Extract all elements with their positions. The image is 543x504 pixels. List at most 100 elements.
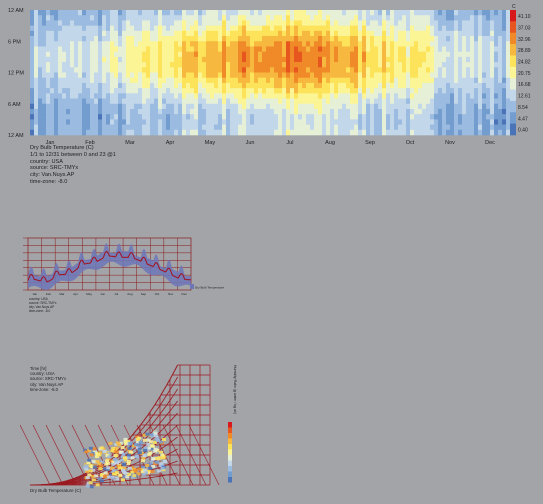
heatmap-cell [430, 46, 435, 52]
heatmap-cell [102, 93, 107, 99]
heatmap-cell [454, 67, 459, 73]
heatmap-cell [258, 10, 263, 16]
heatmap-cell [338, 129, 343, 136]
heatmap-cell [394, 72, 399, 79]
heatmap-cell [174, 41, 179, 47]
heatmap-cell [142, 30, 147, 37]
heatmap-cell [98, 20, 103, 26]
heatmap-cell [238, 62, 243, 68]
heatmap-cell [442, 72, 447, 79]
heatmap-cell [62, 114, 67, 120]
heatmap-cell [502, 20, 507, 26]
heatmap-cell [498, 67, 503, 73]
heatmap-cell [90, 119, 95, 125]
heatmap-cell [482, 20, 487, 26]
heatmap-cell [150, 88, 155, 94]
heatmap-cell [314, 62, 319, 68]
heatmap-cell [174, 77, 179, 84]
heatmap-cell [466, 67, 471, 73]
heatmap-cell [174, 46, 179, 52]
heatmap-cell [490, 72, 495, 79]
heatmap-cell [190, 10, 195, 16]
heatmap-cell [434, 114, 439, 120]
heatmap-cell [166, 20, 171, 26]
heatmap-cell [362, 93, 367, 99]
psychro-legend-swatch [228, 438, 232, 444]
heatmap-cell [506, 62, 511, 68]
heatmap-cell [318, 10, 323, 16]
heatmap-cell [178, 15, 183, 21]
heatmap-cell [70, 41, 75, 47]
heatmap-cell [478, 51, 483, 58]
heatmap-cell [206, 77, 211, 84]
heatmap-cell [274, 36, 279, 42]
heatmap-cell [366, 62, 371, 68]
heatmap-cell [150, 119, 155, 125]
heatmap-cell [442, 82, 447, 89]
heatmap-cell [62, 46, 67, 52]
psychro-data-point [162, 438, 166, 441]
heatmap-cell [58, 20, 63, 26]
heatmap-cell [350, 56, 355, 63]
heatmap-cell [146, 56, 151, 63]
heatmap-cell [222, 103, 227, 110]
heatmap-cell [374, 103, 379, 110]
heatmap-cell [262, 67, 267, 73]
heatmap-cell [230, 56, 235, 63]
heatmap-cell [382, 25, 387, 32]
heatmap-cell [318, 93, 323, 99]
heatmap-cell [38, 114, 43, 120]
heatmap-cell [218, 51, 223, 58]
heatmap-legend-unit: C [512, 4, 516, 10]
heatmap-cell [118, 77, 123, 84]
heatmap-cell [38, 10, 43, 16]
heatmap-cell [286, 36, 291, 42]
psychro-data-point [106, 466, 111, 470]
heatmap-cell [38, 15, 43, 21]
heatmap-cell [470, 62, 475, 68]
psychro-data-point [102, 450, 107, 454]
heatmap-cell [30, 119, 35, 125]
heatmap-cell [446, 88, 451, 94]
heatmap-cell [126, 67, 131, 73]
heatmap-cell [98, 103, 103, 110]
heatmap-cell [434, 51, 439, 58]
heatmap-cell [286, 51, 291, 58]
heatmap-cell [94, 98, 99, 105]
heatmap-cell [494, 93, 499, 99]
heatmap-cell [410, 62, 415, 68]
heatmap-cell [314, 82, 319, 89]
heatmap-cell [162, 51, 167, 58]
heatmap-cell [290, 129, 295, 136]
heatmap-cell [118, 93, 123, 99]
heatmap-cell [122, 108, 127, 115]
heatmap-cell [434, 82, 439, 89]
heatmap-cell [434, 25, 439, 32]
heatmap-cell [234, 77, 239, 84]
heatmap-cell [394, 93, 399, 99]
heatmap-cell [402, 124, 407, 131]
heatmap-cell [254, 72, 259, 79]
heatmap-cell [426, 25, 431, 32]
psychro-legend-swatch [228, 427, 232, 433]
heatmap-cell [318, 15, 323, 21]
heatmap-cell [154, 46, 159, 52]
heatmap-cell [114, 41, 119, 47]
heatmap-y-tick-label: 12 PM [8, 71, 24, 77]
heatmap-cell [486, 10, 491, 16]
heatmap-cell [138, 72, 143, 79]
heatmap-cell [314, 51, 319, 58]
heatmap-cell [458, 36, 463, 42]
heatmap-cell [426, 114, 431, 120]
heatmap-cell [126, 98, 131, 105]
heatmap-cell [182, 88, 187, 94]
heatmap-cell [194, 124, 199, 131]
heatmap-cell [358, 67, 363, 73]
heatmap-cell [402, 46, 407, 52]
heatmap-cell [54, 20, 59, 26]
heatmap-cell [242, 77, 247, 84]
heatmap-cell [118, 72, 123, 79]
heatmap-cell [494, 62, 499, 68]
heatmap-cell [410, 108, 415, 115]
heatmap-cell [218, 108, 223, 115]
